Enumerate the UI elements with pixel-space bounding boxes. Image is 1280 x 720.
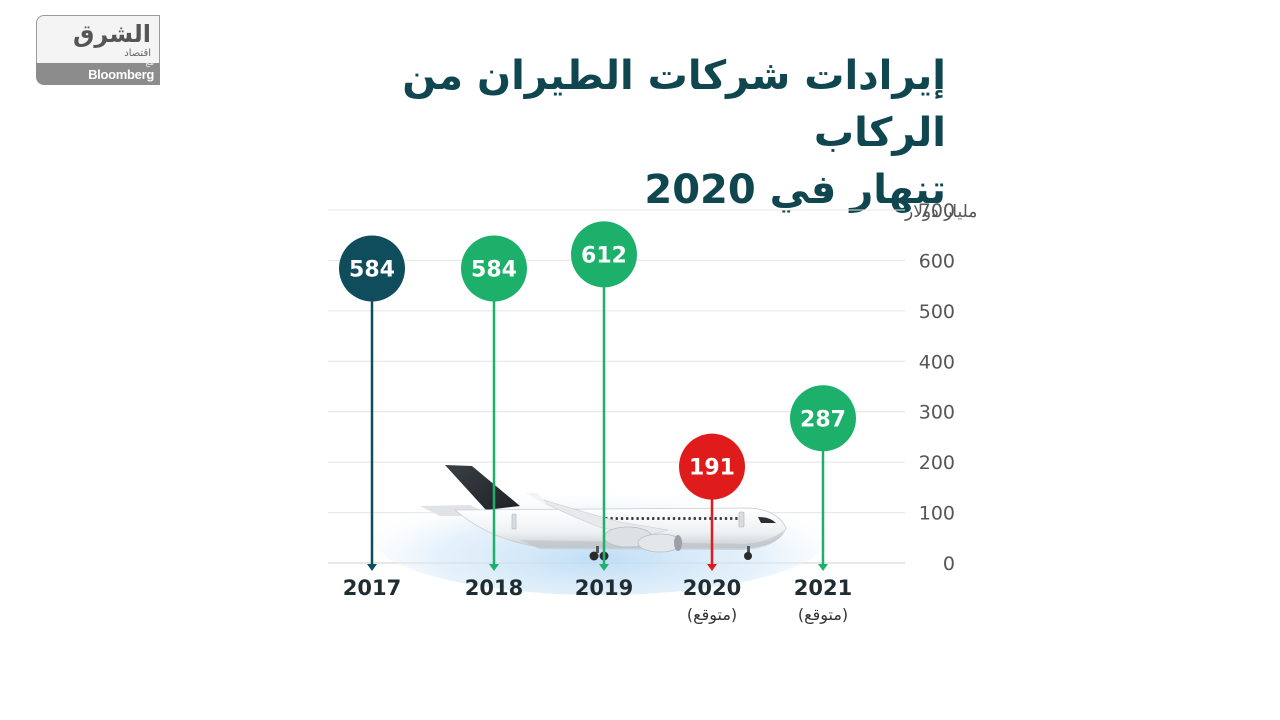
chart-title-line-1: إيرادات شركات الطيران من الركاب [402,53,946,156]
logo-with-text: مع [145,58,154,67]
data-label: 287 [800,407,846,432]
chart-title-line-2: تنهار في 2020 [644,167,946,213]
airplane-illustration [370,465,830,595]
lollipop-2021: 287 2021 (متوقع) [790,385,856,625]
y-tick-label: 700 [919,200,955,222]
logo-sub-text: اقتصاد [124,48,151,59]
x-tick-note: (متوقع) [798,605,848,625]
lollipop-2020: 191 2020 (متوقع) [679,433,745,625]
data-label: 584 [471,257,517,282]
lollipop-2018: 584 2018 [461,235,527,600]
lollipop-arrow [707,564,717,571]
y-tick-label: 500 [919,301,955,323]
x-tick-label: 2020 [683,576,741,600]
lollipop-circle [679,433,745,500]
y-tick-label: 0 [943,553,955,575]
lollipop-2017: 584 2017 [339,235,405,600]
lollipop-2019: 612 2019 [571,221,637,600]
alsharq-bloomberg-logo: الشرق اقتصاد مع Bloomberg [36,15,160,85]
lollipop-circle [339,235,405,302]
data-label: 191 [689,456,735,481]
lollipop-arrow [599,564,609,571]
x-tick-note: (متوقع) [687,605,737,625]
lollipop-arrow [818,564,828,571]
y-tick-label: 300 [919,402,955,424]
logo-bottom-band: مع Bloomberg [36,58,160,85]
logo-partner-text: Bloomberg [88,67,154,82]
x-tick-label: 2017 [343,576,401,600]
y-tick-label: 600 [919,250,955,272]
data-label: 584 [349,257,395,282]
x-tick-label: 2021 [794,576,852,600]
lollipop-circle [790,385,856,452]
y-tick-label: 200 [919,452,955,474]
lollipop-circle [461,235,527,302]
y-tick-label: 100 [919,503,955,525]
y-tick-label: 400 [919,351,955,373]
logo-top-panel: الشرق اقتصاد [36,15,160,63]
lollipop-circle [571,221,637,288]
x-tick-label: 2019 [575,576,633,600]
data-label: 612 [581,243,627,268]
chart-title: إيرادات شركات الطيران من الركاب تنهار في… [326,48,946,219]
lollipop-arrow [367,564,377,571]
lollipop-arrow [489,564,499,571]
logo-main-text: الشرق [72,20,151,48]
y-axis-unit-label: مليار دولار [904,202,977,222]
x-tick-label: 2018 [465,576,523,600]
